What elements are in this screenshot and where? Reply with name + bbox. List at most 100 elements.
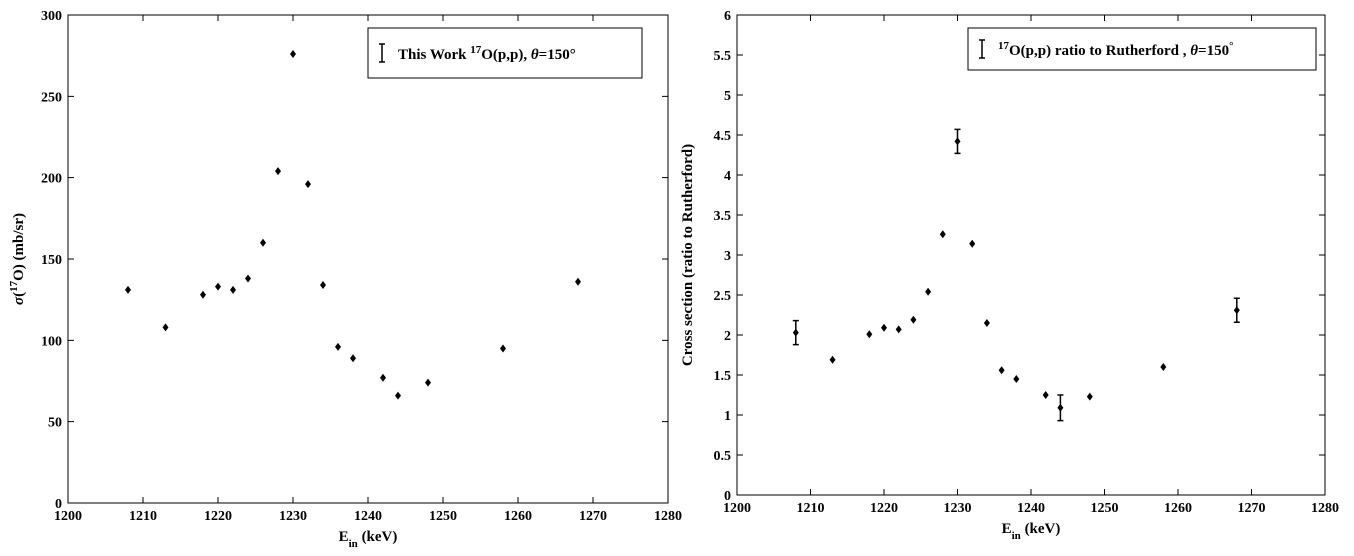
label-part: This Work bbox=[398, 47, 470, 63]
data-point bbox=[162, 323, 169, 332]
label-part: θ bbox=[531, 47, 539, 63]
data-point bbox=[425, 378, 431, 387]
data-point bbox=[829, 355, 836, 364]
data-point bbox=[320, 281, 326, 290]
label-part: 17 bbox=[8, 280, 20, 292]
x-tick-label: 1230 bbox=[279, 509, 307, 524]
label-part: in bbox=[349, 538, 358, 550]
data-point bbox=[998, 366, 1005, 375]
x-axis-label: Ein (keV) bbox=[339, 529, 398, 550]
x-axis-label: Ein (keV) bbox=[1002, 521, 1061, 542]
data-point bbox=[275, 167, 281, 176]
label-part: O(p,p) ratio to Rutherford , bbox=[1009, 43, 1190, 59]
plot-frame bbox=[736, 14, 1326, 496]
y-tick-label: 50 bbox=[48, 416, 62, 431]
data-point bbox=[895, 325, 902, 334]
data-point bbox=[500, 344, 506, 353]
y-tick-label: 3.5 bbox=[714, 209, 732, 224]
y-axis-label: σ(17O) (mb/sr) bbox=[8, 213, 27, 305]
y-tick-label: 150 bbox=[41, 253, 62, 268]
y-tick-label: 250 bbox=[41, 90, 62, 105]
x-tick-label: 1250 bbox=[1091, 501, 1119, 516]
data-point bbox=[925, 287, 932, 296]
y-tick-label: 4 bbox=[724, 169, 731, 184]
y-tick-label: 4.5 bbox=[714, 129, 732, 144]
legend-marker bbox=[979, 39, 985, 59]
label-part: =150° bbox=[539, 47, 576, 63]
label-part: 17 bbox=[998, 40, 1010, 52]
legend-box bbox=[367, 27, 643, 79]
x-tick-label: 1280 bbox=[1311, 501, 1339, 516]
x-tick-label: 1200 bbox=[54, 509, 82, 524]
data-point bbox=[1013, 375, 1020, 383]
data-point bbox=[305, 180, 311, 189]
data-point bbox=[1042, 391, 1049, 399]
label-part: O(p,p), bbox=[481, 47, 531, 63]
x-tick-label: 1240 bbox=[354, 509, 382, 524]
legend-label: This Work 17O(p,p), θ=150° bbox=[398, 44, 576, 63]
x-tick-label: 1270 bbox=[579, 509, 607, 524]
y-tick-label: 100 bbox=[41, 334, 62, 349]
y-tick-label: 300 bbox=[41, 9, 62, 24]
x-tick-label: 1260 bbox=[1164, 501, 1192, 516]
y-tick-label: 2 bbox=[724, 329, 731, 344]
y-tick-label: 5.5 bbox=[714, 49, 732, 64]
label-part: θ bbox=[1190, 43, 1198, 59]
label-part: Cross section (ratio to Rutherford) bbox=[680, 144, 696, 366]
x-tick-label: 1220 bbox=[870, 501, 898, 516]
legend-marker bbox=[379, 43, 385, 63]
data-point bbox=[380, 373, 386, 382]
data-point bbox=[290, 50, 296, 59]
y-tick-label: 5 bbox=[724, 89, 731, 104]
data-point bbox=[215, 282, 221, 291]
data-point bbox=[1057, 403, 1064, 412]
x-tick-label: 1240 bbox=[1017, 501, 1045, 516]
data-point bbox=[260, 238, 266, 247]
label-part: (keV) bbox=[1021, 521, 1061, 537]
data-point bbox=[200, 290, 206, 299]
label-part: ° bbox=[1229, 40, 1233, 52]
label-part: in bbox=[1012, 530, 1021, 542]
data-point bbox=[792, 328, 799, 337]
x-tick-label: 1230 bbox=[944, 501, 972, 516]
data-point bbox=[245, 274, 251, 283]
label-part: 17 bbox=[470, 44, 482, 56]
data-point bbox=[866, 330, 873, 339]
y-axis-label: Cross section (ratio to Rutherford) bbox=[680, 144, 696, 366]
data-point bbox=[939, 230, 946, 239]
data-point bbox=[1160, 363, 1167, 371]
data-point bbox=[910, 315, 917, 324]
data-point bbox=[983, 319, 990, 327]
x-tick-label: 1220 bbox=[204, 509, 232, 524]
x-tick-label: 1260 bbox=[504, 509, 532, 524]
legend-label: 17O(p,p) ratio to Rutherford , θ=150° bbox=[998, 40, 1234, 59]
label-part: E bbox=[339, 529, 349, 545]
y-tick-label: 200 bbox=[41, 172, 62, 187]
label-part: =150 bbox=[1198, 43, 1229, 59]
y-tick-label: 3 bbox=[724, 249, 731, 264]
data-point bbox=[575, 277, 581, 286]
y-tick-label: 0 bbox=[55, 497, 62, 512]
x-tick-label: 1250 bbox=[429, 509, 457, 524]
y-tick-label: 1 bbox=[724, 409, 731, 424]
label-part: E bbox=[1002, 521, 1012, 537]
data-point bbox=[350, 354, 356, 363]
data-point bbox=[1233, 306, 1240, 315]
data-point bbox=[1086, 392, 1093, 401]
plot-frame bbox=[67, 14, 669, 504]
x-tick-label: 1210 bbox=[797, 501, 825, 516]
y-tick-label: 6 bbox=[724, 9, 731, 24]
y-tick-label: 0 bbox=[724, 489, 731, 504]
legend-box bbox=[967, 27, 1317, 71]
x-tick-label: 1200 bbox=[723, 501, 751, 516]
y-tick-label: 0.5 bbox=[714, 449, 732, 464]
data-point bbox=[395, 391, 401, 400]
label-part: ( bbox=[11, 292, 27, 297]
data-point bbox=[335, 342, 341, 351]
label-part: (keV) bbox=[358, 529, 398, 545]
y-tick-label: 2.5 bbox=[714, 289, 732, 304]
data-point bbox=[969, 239, 976, 248]
label-part: O) (mb/sr) bbox=[11, 213, 27, 281]
data-point bbox=[230, 285, 236, 294]
